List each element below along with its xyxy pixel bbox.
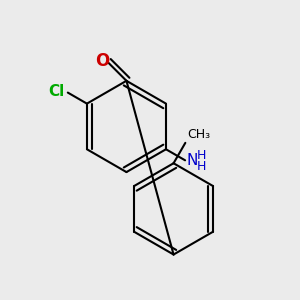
Text: O: O bbox=[95, 52, 110, 70]
Text: H: H bbox=[196, 160, 206, 173]
Text: N: N bbox=[187, 153, 198, 168]
Text: CH₃: CH₃ bbox=[187, 128, 210, 141]
Text: Cl: Cl bbox=[49, 84, 65, 99]
Text: H: H bbox=[196, 148, 206, 161]
